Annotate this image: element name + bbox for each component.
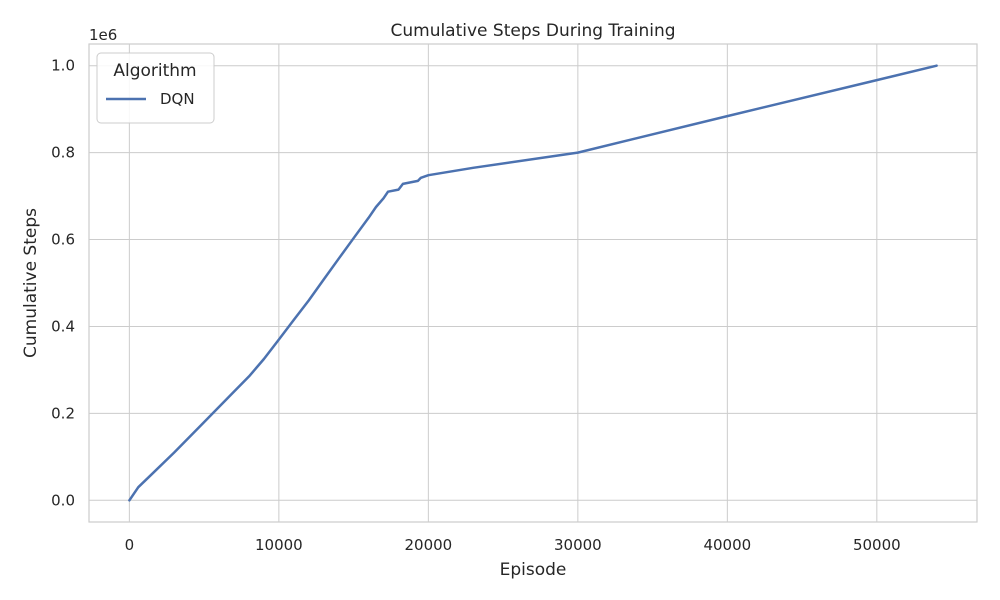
tick-labels: 0 10000 20000 30000 40000 50000 0.0 0.2 0.4 0.6 0.… [51, 57, 901, 554]
series-line-dqn [128, 64, 938, 502]
y-tick-label: 0.2 [51, 404, 75, 422]
series-layer [128, 64, 938, 502]
plot-frame [88, 43, 978, 523]
x-tick-label: 10000 [255, 536, 303, 554]
y-tick-label: 0.4 [51, 317, 75, 335]
x-tick-label: 40000 [703, 536, 751, 554]
legend-box [96, 52, 215, 124]
x-tick-label: 50000 [853, 536, 901, 554]
x-tick-label: 30000 [554, 536, 602, 554]
y-offset-label: 1e6 [89, 26, 117, 44]
y-tick-label: 0.0 [51, 491, 75, 509]
x-axis-label: Episode [500, 560, 567, 580]
y-tick-label: 0.6 [51, 231, 75, 249]
legend: Algorithm DQN [96, 52, 215, 124]
x-tick-label: 20000 [404, 536, 452, 554]
x-tick-label: 0 [125, 536, 135, 554]
legend-title: Algorithm [113, 61, 196, 81]
y-axis-label: Cumulative Steps [21, 208, 41, 358]
y-tick-label: 0.8 [51, 144, 75, 162]
y-tick-label: 1.0 [51, 57, 75, 75]
grid [89, 44, 977, 522]
chart-title: Cumulative Steps During Training [390, 21, 675, 41]
legend-label-dqn: DQN [160, 90, 195, 108]
